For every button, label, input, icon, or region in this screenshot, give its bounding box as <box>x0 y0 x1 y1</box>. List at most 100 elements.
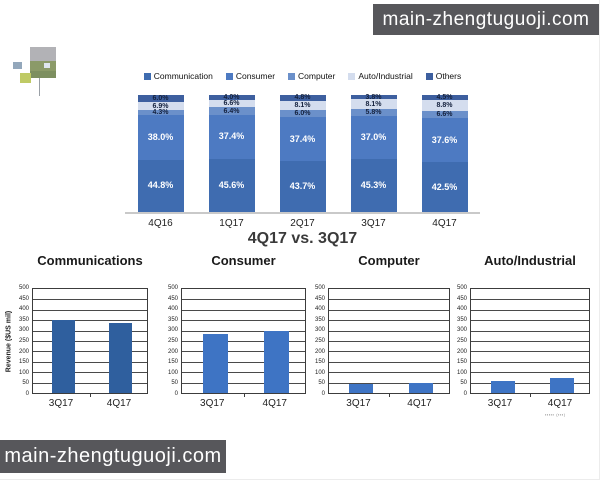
plot-area <box>328 288 450 397</box>
stacked-bar: 43.7% 37.4% 6.0% 8.1% 4.8% <box>279 94 326 212</box>
y-tick-label: 250 <box>167 338 178 344</box>
segment-value-label: 6.6% <box>436 110 453 118</box>
stacked-segment-communication: 44.8% <box>137 159 184 212</box>
grid-line <box>33 361 147 363</box>
y-tick-label: 150 <box>167 359 178 366</box>
stacked-bar-column: 45.6% 37.4% 6.4% 6.6% 4.0% <box>196 93 267 212</box>
mini-x-label: 3Q17 <box>200 398 225 409</box>
segment-value-label: 38.0% <box>147 131 174 142</box>
y-tick-label: 0 <box>463 391 467 397</box>
legend: Communication Consumer Computer Auto/Indust… <box>120 71 485 81</box>
stacked-segment-communication: 45.6% <box>208 158 255 212</box>
y-tick-label: 50 <box>171 380 178 387</box>
y-tick-label: 250 <box>18 338 29 344</box>
y-axis: 500 450 400 350 300 250 200 150 100 50 0 <box>165 285 181 397</box>
stacked-segment-others: 4.0% <box>208 93 255 101</box>
grid-line <box>182 361 305 363</box>
grid-line <box>329 330 449 332</box>
grid-line <box>329 382 449 384</box>
stacked-bar: 45.3% 37.0% 5.8% 8.1% 3.8% <box>350 94 397 212</box>
stacked-segment-others: 4.8% <box>279 94 326 101</box>
stacked-bar-column: 42.5% 37.6% 6.6% 8.8% 4.5% <box>409 94 480 212</box>
grid-line <box>329 320 449 322</box>
mini-x-label: 3Q17 <box>346 398 371 409</box>
y-tick-label: 500 <box>18 285 29 291</box>
x-axis-labels: 3Q17 4Q17 <box>328 398 450 409</box>
y-tick-label: 300 <box>456 327 467 334</box>
bar-4q17 <box>109 323 133 393</box>
x-axis-label: 4Q16 <box>148 218 173 229</box>
plot-area <box>470 288 590 397</box>
grid-line <box>329 309 449 311</box>
legend-swatch <box>225 72 233 80</box>
axis-center-tick <box>389 393 390 397</box>
x-axis-labels: 3Q17 4Q17 <box>181 398 306 409</box>
grid-line <box>33 382 147 384</box>
grid-line <box>329 361 449 363</box>
grid-line <box>182 299 305 301</box>
grid-line <box>182 320 305 322</box>
mini-x-label: 3Q17 <box>48 398 74 409</box>
stacked-segment-auto-industrial: 8.1% <box>350 99 397 109</box>
y-tick-label: 0 <box>321 391 325 397</box>
y-tick-label: 0 <box>174 391 178 397</box>
x-axis-label: 2Q17 <box>290 218 315 229</box>
y-tick-label: 50 <box>460 380 467 387</box>
grid-line <box>182 341 305 342</box>
mini-chart-communications: Communications Revenue ($US mil) 500 450 40… <box>4 253 154 409</box>
y-tick-label: 200 <box>167 348 178 355</box>
y-tick-label: 150 <box>18 359 29 366</box>
grid-line <box>329 299 449 301</box>
x-axis-labels: 3Q17 4Q17 <box>32 398 148 409</box>
logo-speck <box>44 63 50 68</box>
y-tick-label: 200 <box>456 348 467 355</box>
y-axis-title: Revenue ($US mil) <box>5 310 13 373</box>
legend-item: Computer <box>288 71 335 81</box>
mini-chart-title: Computer <box>358 253 420 268</box>
legend-swatch <box>288 72 296 80</box>
axis-center-tick <box>243 393 245 397</box>
watermark-banner-bottom: main-zhengtuguoji.com <box>0 440 226 473</box>
y-tick-label: 150 <box>314 359 325 366</box>
stacked-segment-others: 4.5% <box>421 94 468 102</box>
stacked-segment-consumer: 37.6% <box>421 118 468 163</box>
stacked-segment-auto-industrial: 8.8% <box>421 100 468 111</box>
stacked-segment-computer: 6.6% <box>421 110 468 119</box>
grid-line <box>182 330 305 332</box>
source-watermark: ▪▪▪▪▪ (▪▪▪) <box>545 412 566 417</box>
grid-line <box>329 372 449 374</box>
y-tick-label: 400 <box>18 306 29 313</box>
mini-chart-computer: Computer 500 450 400 350 300 250 200 150 100 50 0 … <box>312 253 454 409</box>
segment-value-label: 43.7% <box>289 180 316 191</box>
legend-swatch <box>425 72 433 80</box>
x-axis-label: 1Q17 <box>219 218 244 229</box>
legend-item: Consumer <box>225 71 275 81</box>
bar-3q17 <box>52 320 76 393</box>
y-tick-label: 400 <box>167 306 178 313</box>
bar-3q17 <box>202 333 228 393</box>
stacked-segment-others: 6.0% <box>137 95 184 103</box>
segment-value-label: 6.0% <box>294 110 311 118</box>
y-axis: Revenue ($US mil) 500 450 400 350 300 250 200 15… <box>4 285 32 397</box>
y-tick-label: 500 <box>167 285 178 291</box>
stacked-bar: 44.8% 38.0% 4.3% 6.9% 6.0% <box>137 95 184 212</box>
mini-x-label: 4Q17 <box>262 398 287 409</box>
mini-chart-consumer: Consumer 500 450 400 350 300 250 200 150 100 50 0 … <box>165 253 310 409</box>
mini-chart-auto-industrial: Auto/Industrial 500 450 400 350 300 250 200 150… <box>454 253 594 409</box>
grid-line <box>471 341 589 342</box>
segment-value-label: 4.5% <box>436 94 453 102</box>
y-tick-label: 250 <box>314 338 325 344</box>
grid-line <box>471 330 589 332</box>
legend-item: Auto/Industrial <box>348 71 413 81</box>
segment-value-label: 6.9% <box>152 102 169 110</box>
stacked-segment-auto-industrial: 6.6% <box>208 99 255 108</box>
y-tick-label: 150 <box>456 359 467 366</box>
segment-value-label: 37.4% <box>218 131 245 142</box>
grid-line <box>33 341 147 342</box>
grid-line <box>182 382 305 384</box>
y-tick-label: 450 <box>314 295 325 302</box>
y-tick-label: 400 <box>314 306 325 313</box>
segment-value-label: 4.0% <box>223 93 240 101</box>
y-axis: 500 450 400 350 300 250 200 150 100 50 0 <box>454 285 470 397</box>
logo-square-blue <box>13 62 22 69</box>
